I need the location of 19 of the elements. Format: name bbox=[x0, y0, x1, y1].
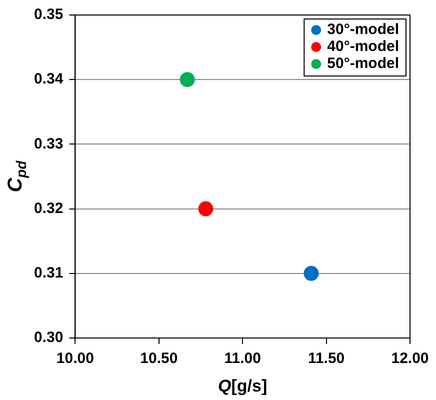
y-tick-label: 0.30 bbox=[34, 329, 64, 346]
y-tick-label: 0.35 bbox=[34, 6, 64, 24]
x-axis-title: Q[g/s] bbox=[218, 376, 268, 396]
x-tick-label: 11.00 bbox=[224, 350, 261, 368]
y-tick-label: 0.33 bbox=[34, 135, 64, 152]
legend-label: 30°-model bbox=[327, 21, 400, 38]
x-tick-label: 10.50 bbox=[140, 350, 178, 368]
point bbox=[180, 72, 195, 88]
x-tick-label: 12.00 bbox=[391, 350, 429, 368]
x-tick-label: 10.00 bbox=[56, 350, 94, 368]
y-axis-title: Cpd bbox=[4, 160, 29, 192]
y-tick-label: 0.32 bbox=[34, 200, 64, 217]
point bbox=[198, 201, 214, 216]
point bbox=[304, 266, 319, 281]
legend-label: 40°-model bbox=[327, 38, 400, 56]
legend-label: 50°-model bbox=[327, 55, 400, 72]
y-tick-label: 0.34 bbox=[34, 70, 64, 88]
x-tick-label: 11.50 bbox=[308, 350, 345, 368]
y-tick-label: 0.31 bbox=[34, 264, 64, 282]
